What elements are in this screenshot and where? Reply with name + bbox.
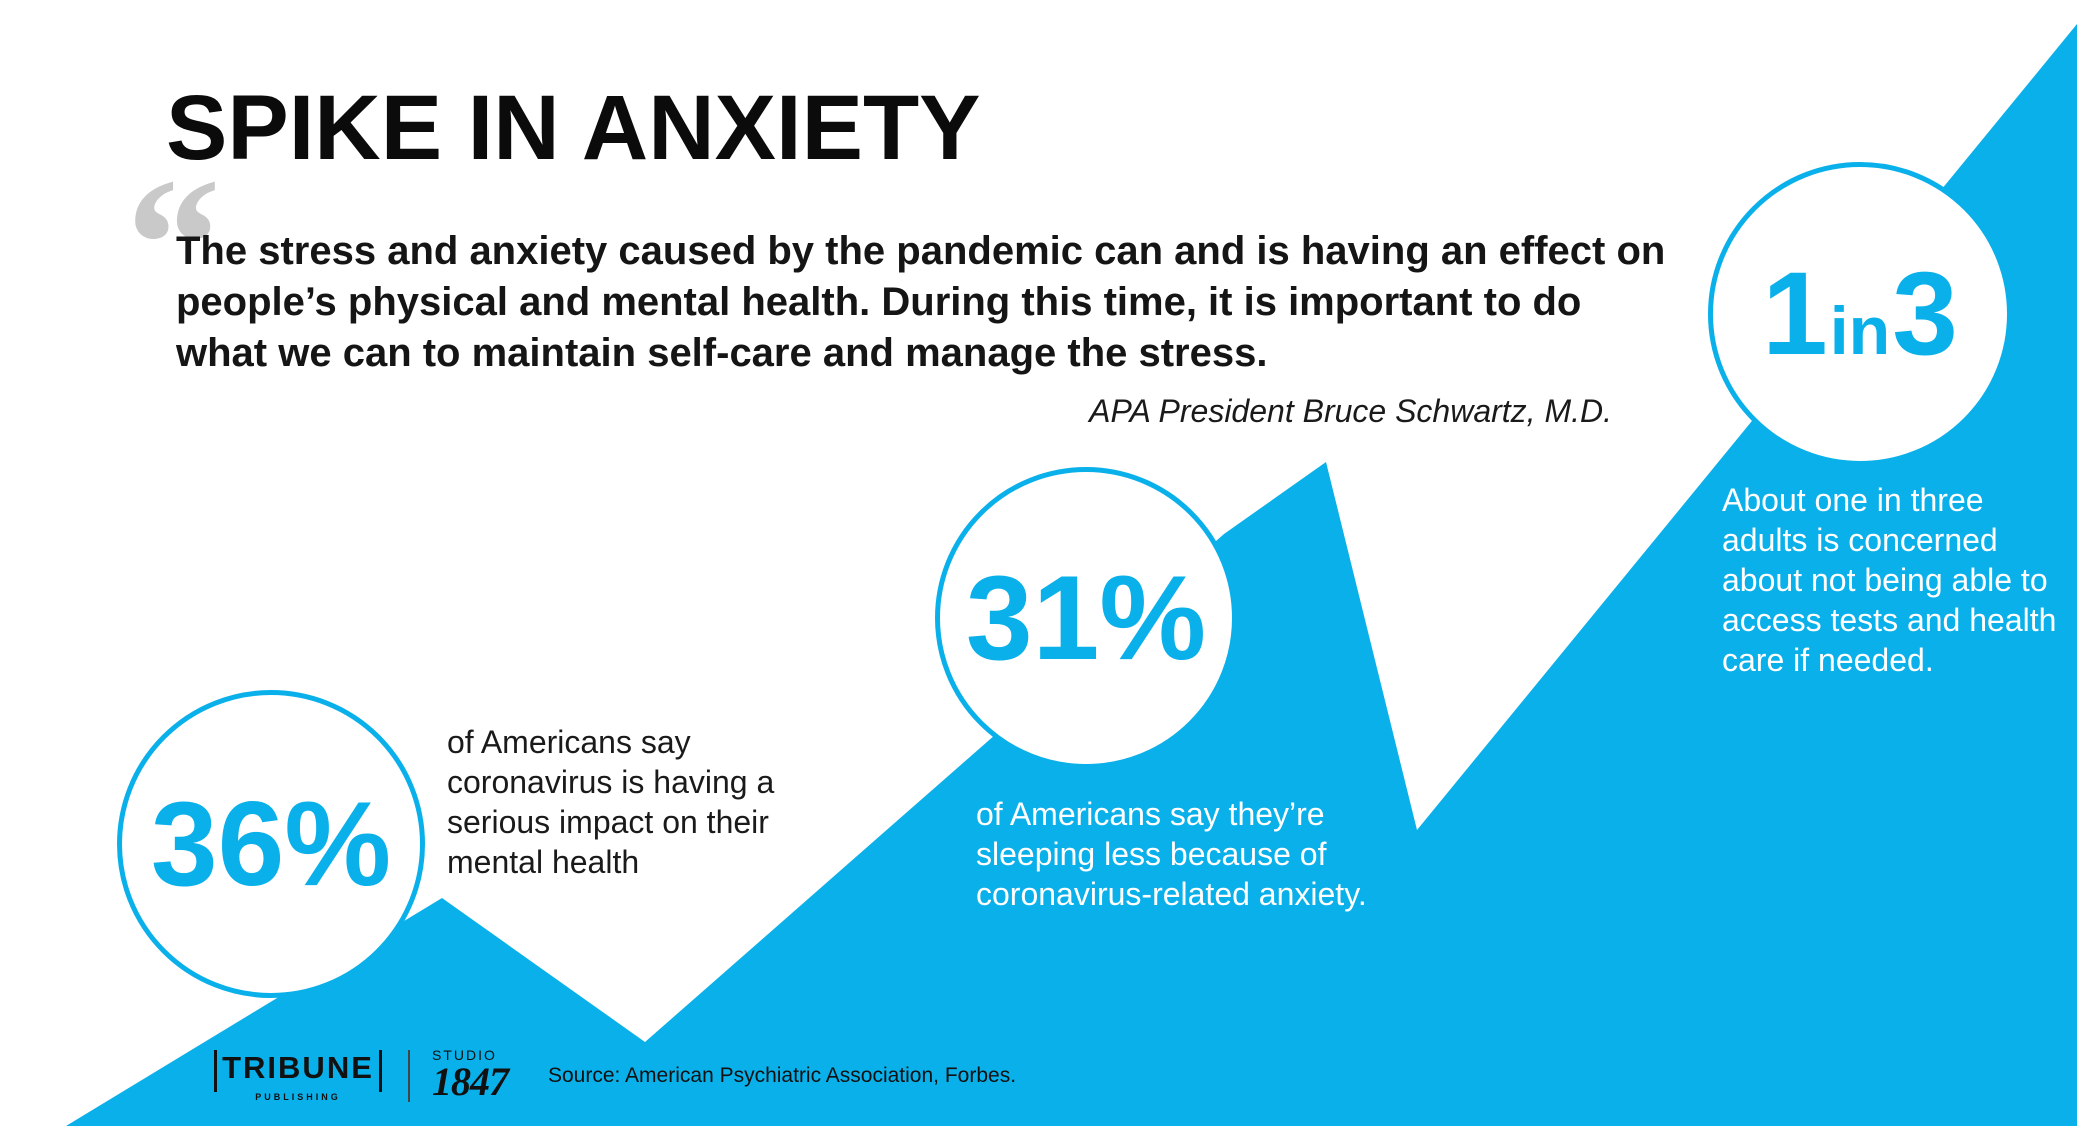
stat-value-part: 3 — [1892, 248, 1958, 380]
stat-value-part: 1 — [1762, 248, 1828, 380]
stat-description: About one in three adults is concerned a… — [1722, 482, 2057, 678]
studio-logo-label: STUDIO — [432, 1047, 497, 1063]
stat-description: of Americans say coronavirus is having a… — [447, 724, 775, 880]
stat-value: 1 in 3 — [1762, 255, 1958, 373]
tribune-logo-sub: PUBLISHING — [255, 1092, 341, 1102]
stat-circle-36: 36% — [117, 690, 425, 998]
studio-logo-number: 1847 — [432, 1059, 509, 1104]
stat-circle-31: 31% — [935, 467, 1237, 769]
tribune-logo-frame — [214, 1050, 382, 1092]
tribune-logo-name: TRIBUNE — [222, 1050, 374, 1085]
source-note: Source: American Psychiatric Association… — [548, 1064, 1017, 1087]
quote-text: The stress and anxiety caused by the pan… — [176, 229, 1666, 375]
stat-value: 31% — [965, 551, 1207, 685]
stat-value-connector: in — [1829, 293, 1891, 369]
page-title: SPIKE IN ANXIETY — [166, 77, 981, 179]
logo-divider — [408, 1050, 410, 1102]
stat-circle-1in3: 1 in 3 — [1708, 162, 2012, 466]
quote-mark-icon: “ — [126, 140, 221, 350]
studio-1847-logo: STUDIO 1847 — [432, 1048, 512, 1102]
tribune-publishing-logo: TRIBUNE PUBLISHING — [214, 1050, 382, 1102]
quote-attribution: APA President Bruce Schwartz, M.D. — [1089, 393, 1612, 429]
mountain-shape — [66, 24, 2077, 1126]
stat-description: of Americans say they’re sleeping less b… — [976, 796, 1367, 912]
stat-value: 36% — [150, 777, 392, 911]
